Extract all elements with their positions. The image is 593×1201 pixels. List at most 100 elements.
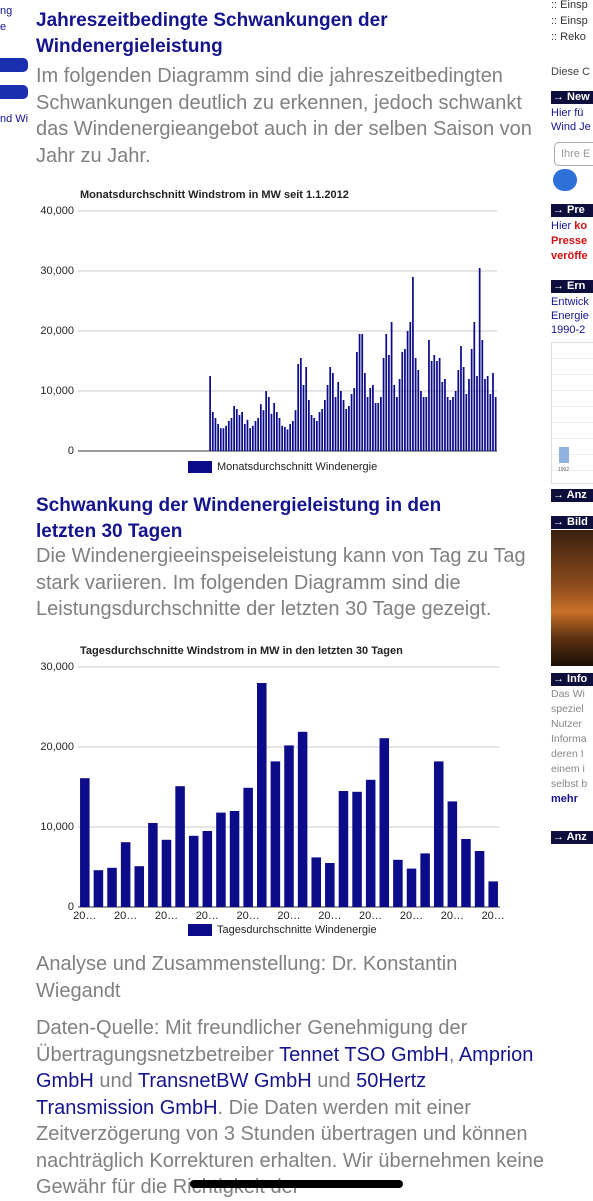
- y-tick-label: 30,000: [40, 661, 74, 673]
- bar: [307, 400, 310, 451]
- x-tick-label: 20…: [237, 910, 260, 922]
- bar: [492, 373, 494, 451]
- paragraph: Daten-Quelle: Mit freundlicher Genehmigu…: [36, 1015, 546, 1201]
- nav-button[interactable]: [0, 85, 28, 99]
- bar: [447, 801, 458, 907]
- text: einem i: [551, 763, 585, 775]
- section-header: → Bild: [551, 516, 593, 529]
- bar: [465, 394, 468, 451]
- bar: [230, 418, 233, 451]
- bar: [380, 397, 382, 451]
- y-tick-label: 20,000: [40, 325, 74, 337]
- link[interactable]: TransnetBW GmbH: [137, 1070, 312, 1092]
- bar: [175, 786, 185, 907]
- bar: [345, 409, 348, 451]
- bar: [473, 322, 476, 451]
- bar: [259, 404, 262, 451]
- bar: [281, 425, 284, 451]
- bar: [243, 424, 246, 451]
- text: Hier ko: [551, 219, 587, 233]
- link[interactable]: mehr: [551, 793, 578, 805]
- bar: [325, 863, 335, 907]
- bar: [438, 358, 441, 451]
- bar: [148, 823, 158, 907]
- bar: [211, 412, 214, 451]
- bar: [337, 382, 340, 451]
- x-tick-label: 20…: [114, 910, 137, 922]
- thumbnail-chart: [551, 342, 593, 484]
- bar: [461, 839, 471, 907]
- link[interactable]: 50Hertz Transmission GmbH: [36, 1070, 427, 1119]
- bar: [217, 424, 219, 451]
- thumbnail-bar: [559, 447, 569, 463]
- link[interactable]: :: Einsp: [551, 0, 588, 11]
- x-tick-label: 20…: [400, 910, 423, 922]
- bar: [235, 409, 238, 451]
- bar: [297, 731, 308, 907]
- section-header: → Anz: [551, 831, 593, 844]
- chart-title: Tagesdurchschnitte Windstrom in MW in de…: [80, 645, 403, 657]
- bar: [422, 397, 425, 451]
- bar: [270, 413, 273, 451]
- legend-swatch: [188, 461, 212, 473]
- bar: [297, 364, 300, 451]
- sidebar: :: Einsp :: Einsp :: Reko Diese C → New …: [549, 0, 593, 1200]
- image[interactable]: [551, 530, 593, 666]
- bar: [275, 412, 278, 451]
- link[interactable]: :: Reko: [551, 31, 586, 43]
- bar: [265, 391, 268, 451]
- bar: [474, 851, 485, 907]
- bar: [229, 811, 240, 907]
- bar: [257, 418, 260, 451]
- bar: [457, 370, 460, 451]
- bar: [311, 857, 321, 907]
- bar: [446, 397, 449, 451]
- link[interactable]: :: Einsp: [551, 15, 588, 27]
- bar: [460, 346, 462, 451]
- link[interactable]: Amprion GmbH: [36, 1043, 534, 1093]
- bar: [270, 761, 281, 907]
- bar: [323, 400, 326, 451]
- chart-title: Monatsdurchschnitt Windstrom in MW seit …: [80, 189, 349, 201]
- bar: [284, 745, 294, 907]
- text: Presse: [551, 235, 588, 247]
- submit-button[interactable]: [553, 169, 577, 191]
- x-tick-label: 20…: [155, 910, 178, 922]
- bar: [219, 428, 222, 451]
- bar: [484, 379, 486, 451]
- bar: [188, 835, 199, 907]
- bar: [80, 778, 90, 907]
- bar: [249, 428, 252, 451]
- section-header: → Info: [551, 673, 593, 686]
- bar: [340, 391, 342, 451]
- bar: [302, 385, 305, 451]
- link[interactable]: ko: [574, 220, 588, 232]
- bar: [428, 340, 430, 451]
- email-input[interactable]: Ihre E: [554, 142, 593, 166]
- bar: [262, 410, 265, 451]
- x-tick-label: 20…: [73, 910, 96, 922]
- bar: [120, 842, 131, 907]
- bar: [382, 358, 385, 451]
- bar: [385, 334, 388, 451]
- bar: [406, 868, 417, 907]
- bar: [452, 397, 454, 451]
- y-tick-label: 30,000: [40, 265, 74, 277]
- y-tick-label: 20,000: [40, 741, 74, 753]
- bar: [246, 419, 249, 451]
- x-tick-label: 20…: [277, 910, 300, 922]
- nav-button[interactable]: [0, 58, 28, 72]
- home-indicator: [190, 1180, 403, 1188]
- bar: [436, 361, 438, 451]
- y-tick-label: 10,000: [40, 821, 74, 833]
- bar: [350, 394, 353, 451]
- legend-swatch: [188, 924, 212, 936]
- x-tick-label: 20…: [441, 910, 464, 922]
- section-header: → New: [551, 91, 593, 104]
- bar: [294, 410, 297, 451]
- bar: [369, 388, 372, 451]
- text: Hier: [551, 220, 575, 232]
- legend-label: Tagesdurchschnitte Windenergie: [217, 924, 377, 936]
- link[interactable]: Tennet TSO GmbH: [279, 1043, 449, 1066]
- bar: [289, 424, 292, 451]
